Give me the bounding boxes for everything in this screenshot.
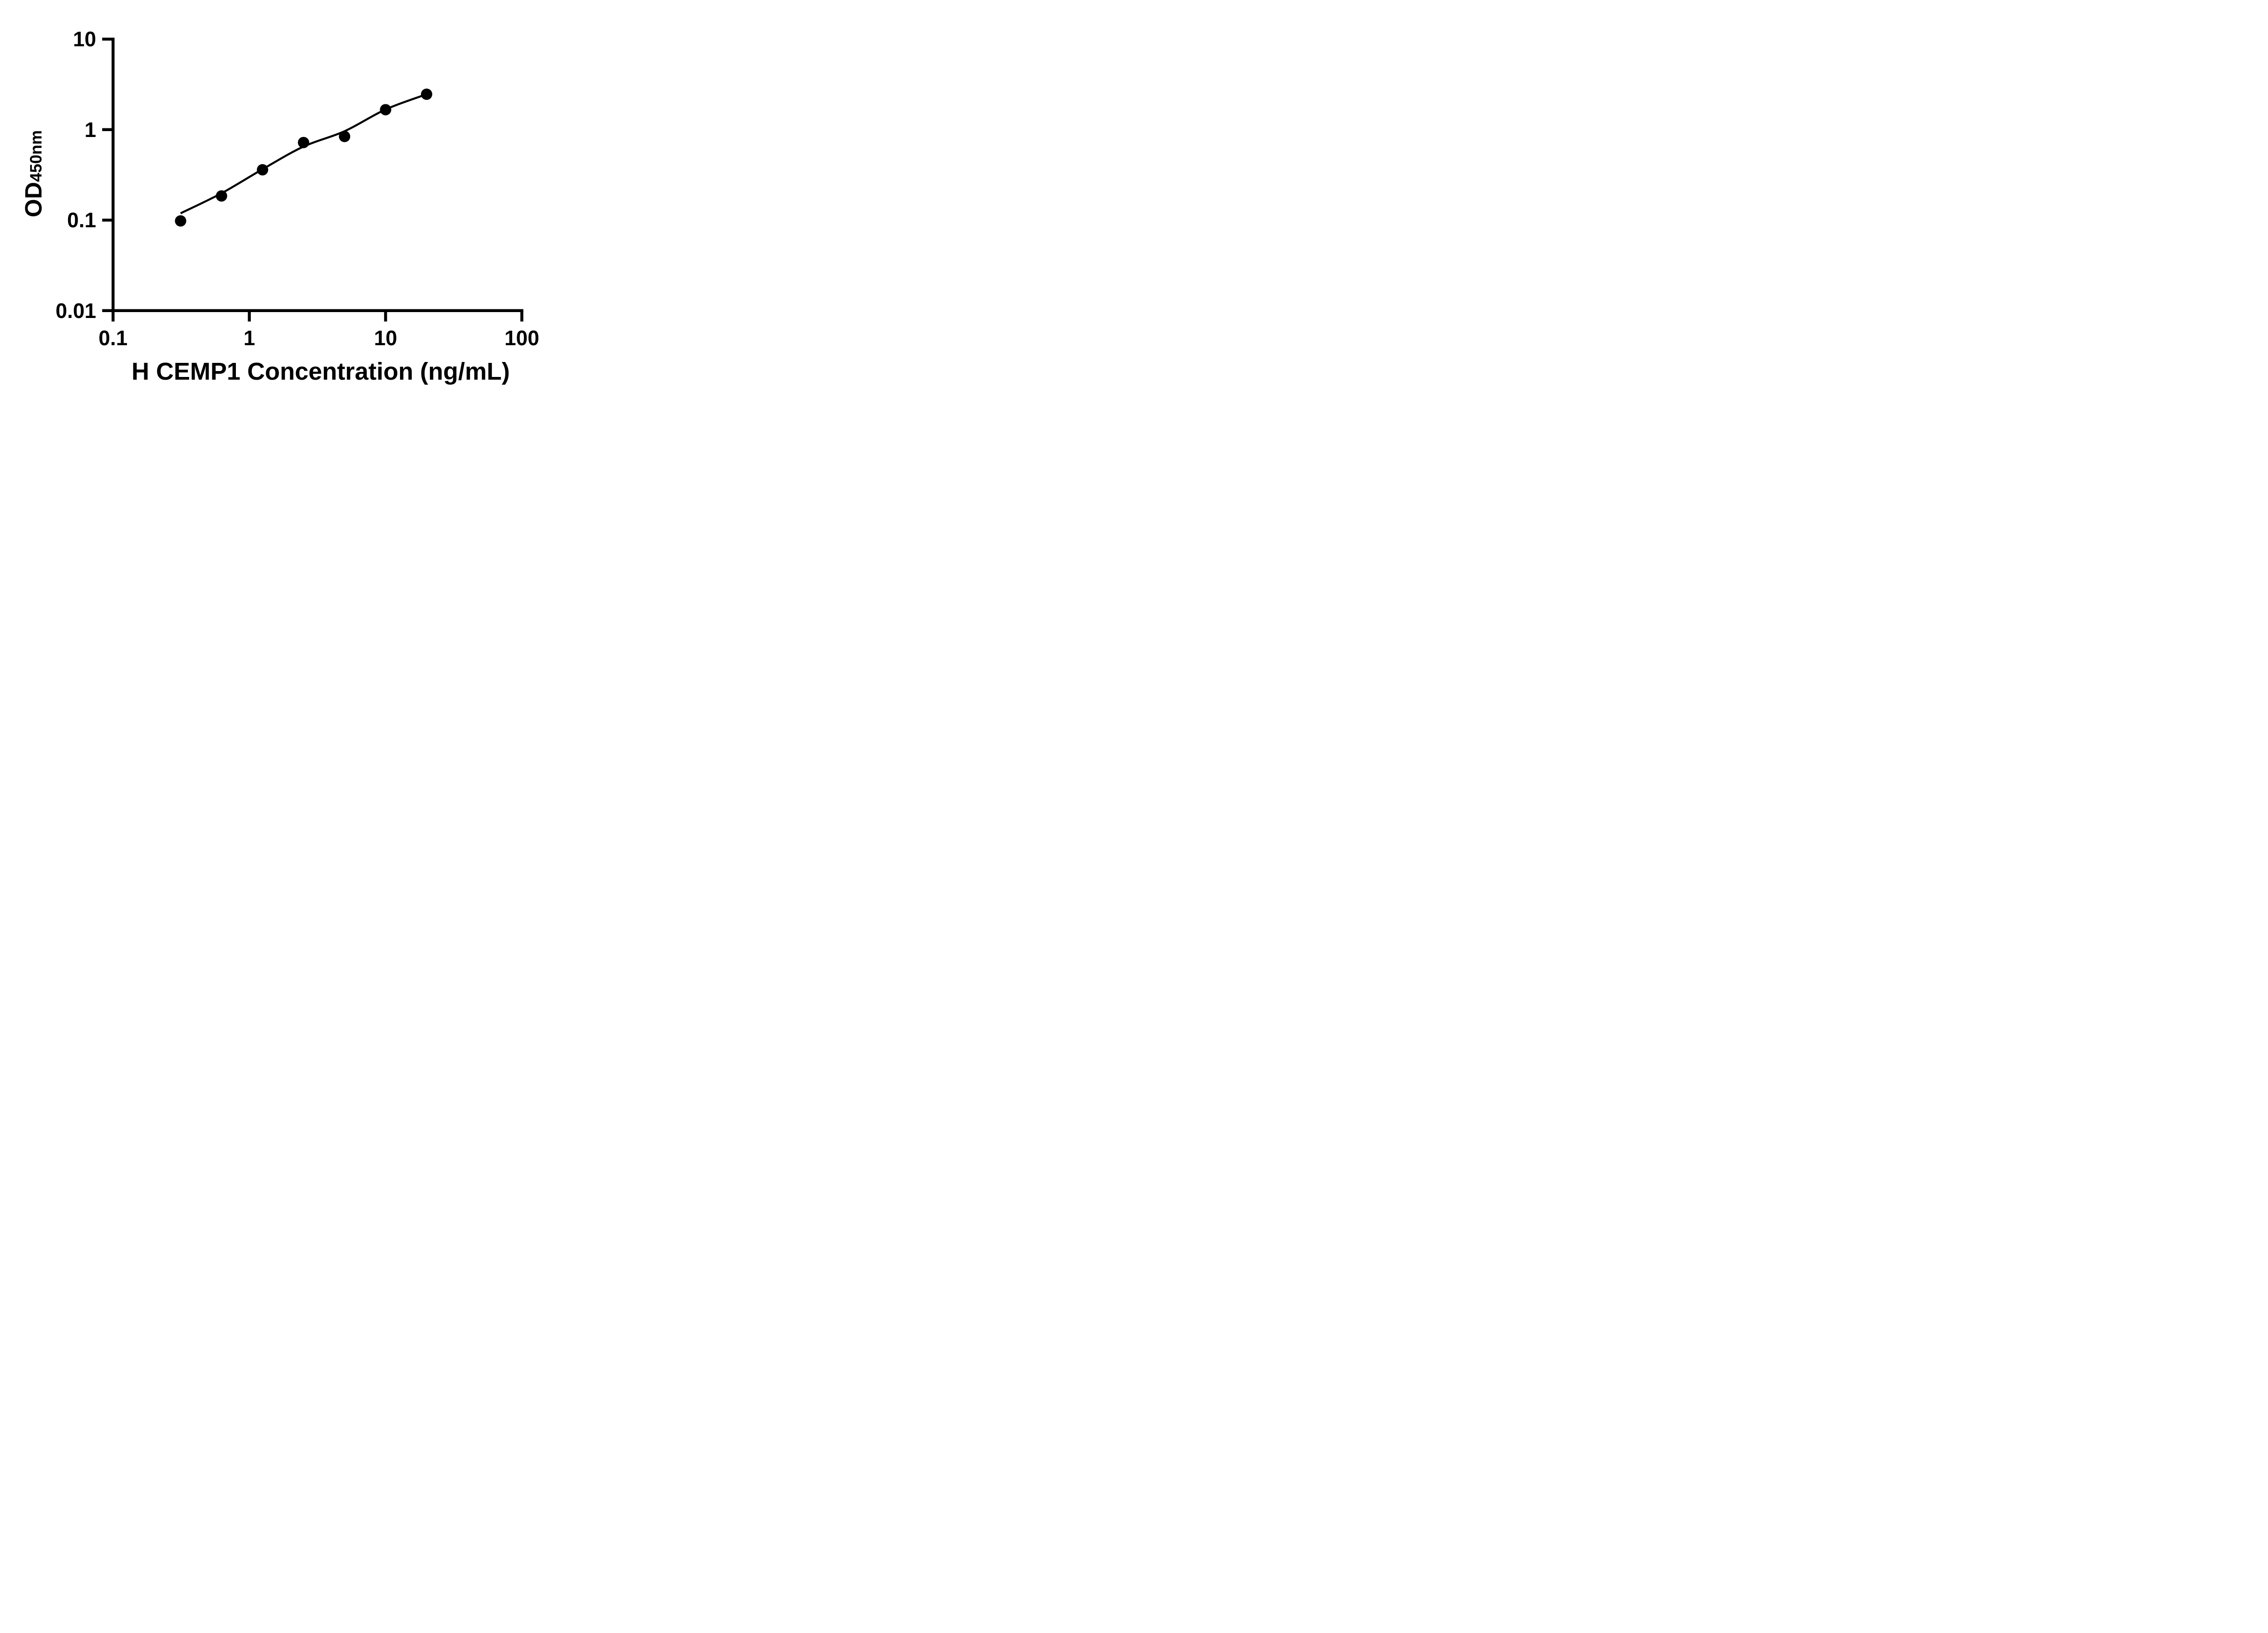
plot-area: [102, 38, 523, 322]
x-tick-label-100: 100: [504, 326, 539, 350]
data-point-1.25ng: [257, 164, 269, 176]
y-axis-title-main: OD: [20, 182, 47, 218]
data-point-0.313ng: [175, 215, 186, 227]
x-axis-title: H CEMP1 Concentration (ng/mL): [132, 358, 510, 385]
y-tick-label-0.01: 0.01: [55, 298, 96, 323]
y-axis-title-subscript: 450nm: [26, 130, 45, 182]
y-tick-label-10: 10: [73, 27, 96, 51]
x-tick-label-10: 10: [374, 326, 397, 350]
y-tick-label-0.1: 0.1: [67, 208, 96, 232]
data-point-20ng: [420, 88, 432, 100]
data-point-10ng: [380, 104, 391, 116]
y-tick-label-1: 1: [84, 117, 96, 142]
x-tick-label-0.1: 0.1: [98, 326, 128, 350]
y-axis-title: OD450nm: [20, 130, 48, 218]
x-tick-label-1: 1: [243, 326, 255, 350]
data-point-0.625ng: [215, 190, 227, 202]
data-point-5ng: [339, 131, 351, 142]
elisa-standard-curve-figure: OD450nm H CEMP1 Concentration (ng/mL) 10…: [0, 0, 583, 408]
data-point-2.5ng: [298, 137, 309, 148]
